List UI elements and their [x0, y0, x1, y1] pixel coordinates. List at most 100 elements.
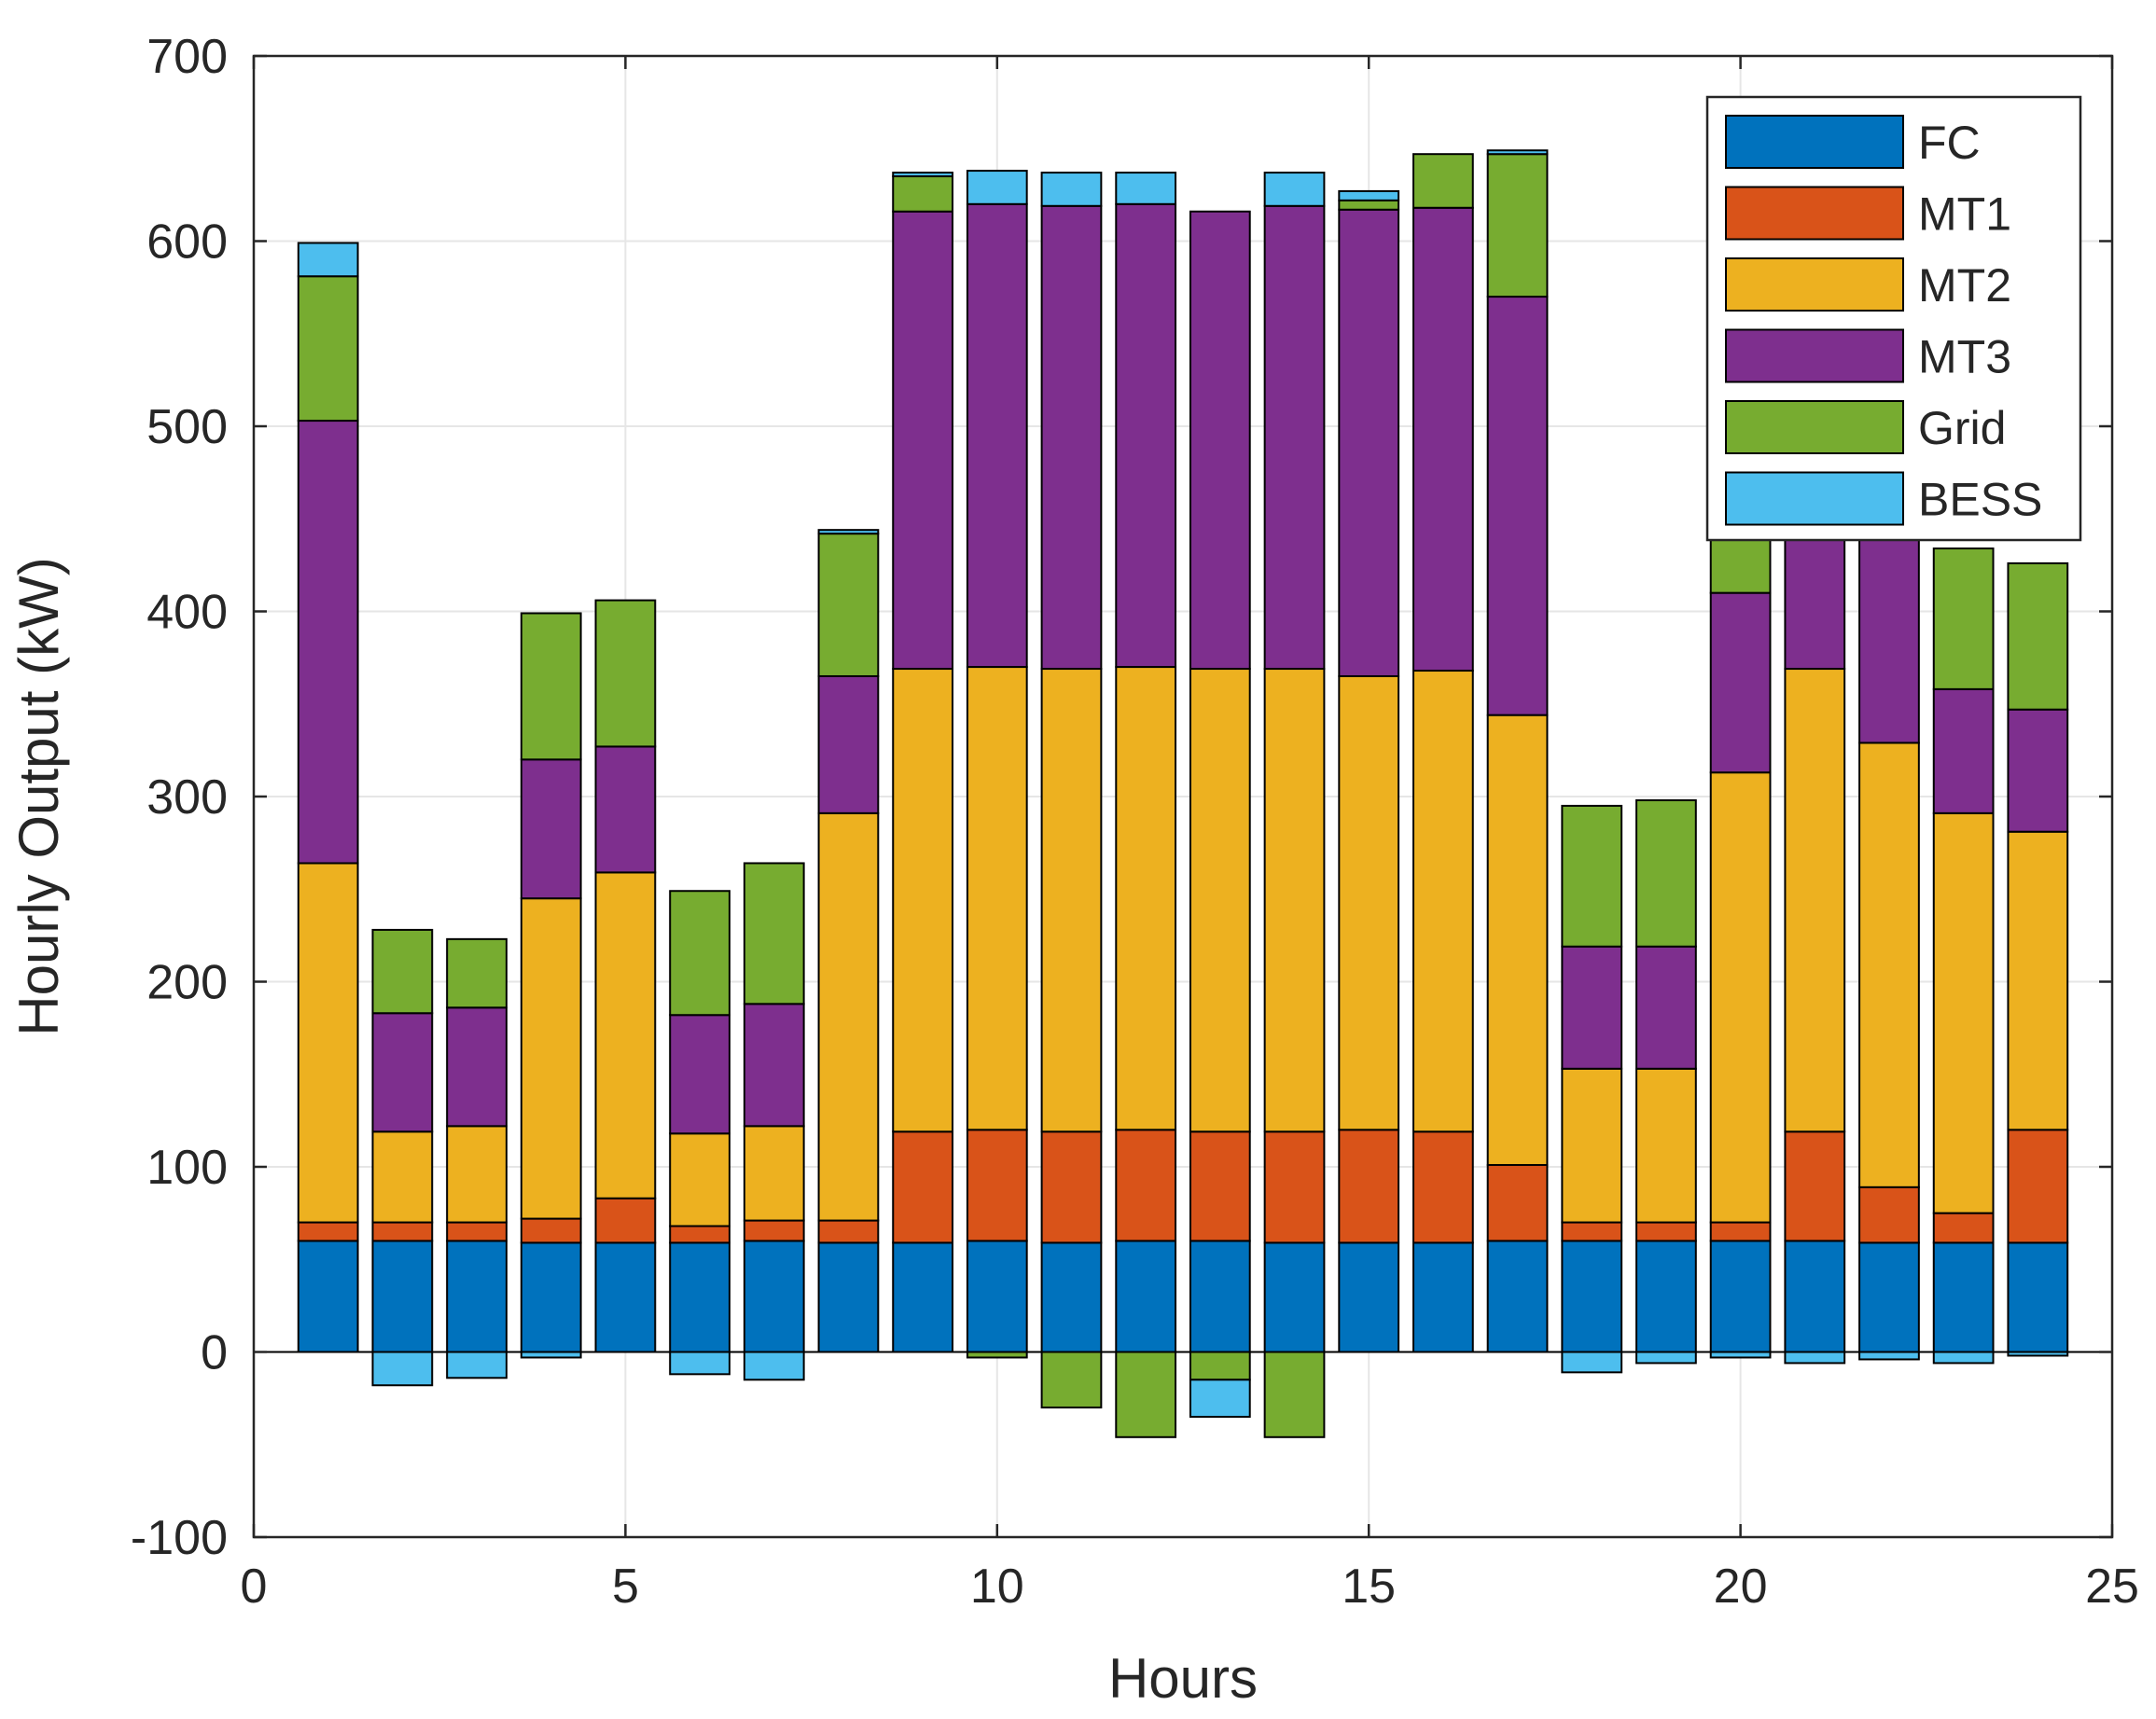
legend-box — [1705, 95, 2082, 542]
bar-mt2-hour-1 — [297, 862, 359, 1224]
bar-mt1-hour-11 — [1040, 1130, 1103, 1244]
bar-mt3-hour-15 — [1338, 208, 1400, 677]
bar-mt2-hour-18 — [1561, 1067, 1623, 1224]
x-tick-label: 10 — [970, 1560, 1024, 1614]
bar-bess-hour-7 — [743, 1351, 805, 1381]
bar-grid-hour-1 — [297, 275, 359, 423]
bar-mt2-hour-5 — [594, 871, 657, 1199]
bar-grid-hour-19 — [1635, 798, 1697, 948]
bar-fc-hour-17 — [1486, 1240, 1549, 1353]
legend-label-mt3: MT3 — [1918, 331, 2011, 383]
bar-mt3-hour-4 — [520, 758, 582, 900]
y-tick-label: 700 — [146, 30, 228, 84]
y-tick-label: 300 — [146, 770, 228, 825]
bar-mt2-hour-11 — [1040, 668, 1103, 1133]
legend-label-mt1: MT1 — [1918, 188, 2011, 241]
bar-mt1-hour-2 — [371, 1221, 434, 1242]
bar-mt3-hour-8 — [817, 674, 880, 814]
bar-grid-hour-24 — [2007, 561, 2069, 711]
bar-grid-hour-15 — [1338, 199, 1400, 211]
legend: FC MT1 MT2 MT3 Grid BESS — [1705, 95, 2082, 542]
bar-mt1-hour-21 — [1784, 1130, 1846, 1242]
bar-mt1-hour-18 — [1561, 1221, 1623, 1242]
bar-fc-hour-15 — [1338, 1241, 1400, 1353]
y-tick-label: 600 — [146, 215, 228, 270]
bar-bess-hour-2 — [371, 1351, 434, 1387]
bar-bess-hour-14 — [1263, 172, 1326, 207]
bar-fc-hour-19 — [1635, 1240, 1697, 1353]
bar-mt1-hour-22 — [1858, 1185, 1920, 1244]
legend-swatch-fc — [1725, 115, 1904, 169]
x-tick-label: 0 — [241, 1560, 268, 1614]
bar-mt2-hour-22 — [1858, 742, 1920, 1188]
bar-mt2-hour-19 — [1635, 1067, 1697, 1224]
bar-mt3-hour-16 — [1412, 206, 1474, 672]
bar-bess-hour-6 — [669, 1351, 730, 1376]
bar-mt1-hour-24 — [2007, 1129, 2069, 1244]
bar-mt3-hour-1 — [297, 420, 359, 865]
bar-mt3-hour-17 — [1486, 296, 1549, 716]
x-tick-label: 5 — [612, 1560, 639, 1614]
bar-bess-hour-8 — [817, 529, 880, 535]
bar-mt2-hour-3 — [446, 1125, 508, 1224]
bar-mt2-hour-10 — [966, 666, 1028, 1131]
bar-grid-hour-11 — [1040, 1351, 1103, 1409]
x-tick-label: 25 — [2085, 1560, 2139, 1614]
y-tick-label: 200 — [146, 956, 228, 1010]
x-tick-label: 20 — [1714, 1560, 1768, 1614]
bar-mt2-hour-17 — [1486, 714, 1549, 1167]
bar-mt2-hour-12 — [1115, 666, 1177, 1131]
bar-mt3-hour-13 — [1189, 210, 1251, 671]
bar-grid-hour-8 — [817, 533, 880, 677]
y-tick-label: 0 — [201, 1326, 228, 1380]
bar-mt3-hour-20 — [1709, 591, 1772, 774]
bar-grid-hour-7 — [743, 862, 805, 1005]
bar-mt2-hour-21 — [1784, 668, 1846, 1133]
bar-bess-hour-23 — [1932, 1351, 1995, 1365]
bar-grid-hour-3 — [446, 937, 508, 1009]
x-tick-label: 15 — [1342, 1560, 1396, 1614]
bar-fc-hour-9 — [892, 1241, 953, 1353]
bar-grid-hour-17 — [1486, 153, 1549, 298]
bar-mt1-hour-3 — [446, 1221, 508, 1242]
bar-mt1-hour-5 — [594, 1197, 657, 1244]
bar-fc-hour-2 — [371, 1240, 434, 1353]
bar-bess-hour-12 — [1115, 172, 1177, 205]
bar-fc-hour-13 — [1189, 1240, 1251, 1353]
bar-grid-hour-5 — [594, 599, 657, 748]
bar-mt2-hour-7 — [743, 1125, 805, 1222]
bar-grid-hour-2 — [371, 928, 434, 1015]
bar-grid-hour-4 — [520, 612, 582, 761]
y-tick-label: -100 — [131, 1511, 228, 1565]
bar-fc-hour-5 — [594, 1241, 657, 1353]
bar-mt1-hour-23 — [1932, 1212, 1995, 1244]
bar-mt2-hour-14 — [1263, 668, 1326, 1133]
bar-mt2-hour-4 — [520, 897, 582, 1220]
bar-mt3-hour-24 — [2007, 708, 2069, 833]
bar-mt1-hour-20 — [1709, 1221, 1772, 1242]
bar-fc-hour-1 — [297, 1240, 359, 1353]
bar-bess-hour-1 — [297, 242, 359, 278]
bar-bess-hour-17 — [1486, 149, 1549, 156]
bar-mt1-hour-13 — [1189, 1130, 1251, 1242]
bar-mt1-hour-12 — [1115, 1129, 1177, 1242]
bar-fc-hour-24 — [2007, 1241, 2069, 1353]
bar-mt3-hour-5 — [594, 745, 657, 874]
bar-bess-hour-9 — [892, 172, 953, 178]
bar-mt3-hour-19 — [1635, 945, 1697, 1070]
bar-fc-hour-14 — [1263, 1241, 1326, 1353]
bar-mt1-hour-10 — [966, 1129, 1028, 1242]
bar-mt3-hour-7 — [743, 1003, 805, 1128]
bar-bess-hour-19 — [1635, 1351, 1697, 1365]
bar-mt2-hour-20 — [1709, 771, 1772, 1224]
bar-mt3-hour-9 — [892, 210, 953, 671]
bar-bess-hour-11 — [1040, 172, 1103, 207]
bar-fc-hour-7 — [743, 1240, 805, 1353]
bar-bess-hour-18 — [1561, 1351, 1623, 1374]
bar-bess-hour-10 — [966, 170, 1028, 205]
bar-mt2-hour-15 — [1338, 674, 1400, 1131]
legend-swatch-bess — [1725, 471, 1904, 526]
bar-fc-hour-10 — [966, 1240, 1028, 1353]
